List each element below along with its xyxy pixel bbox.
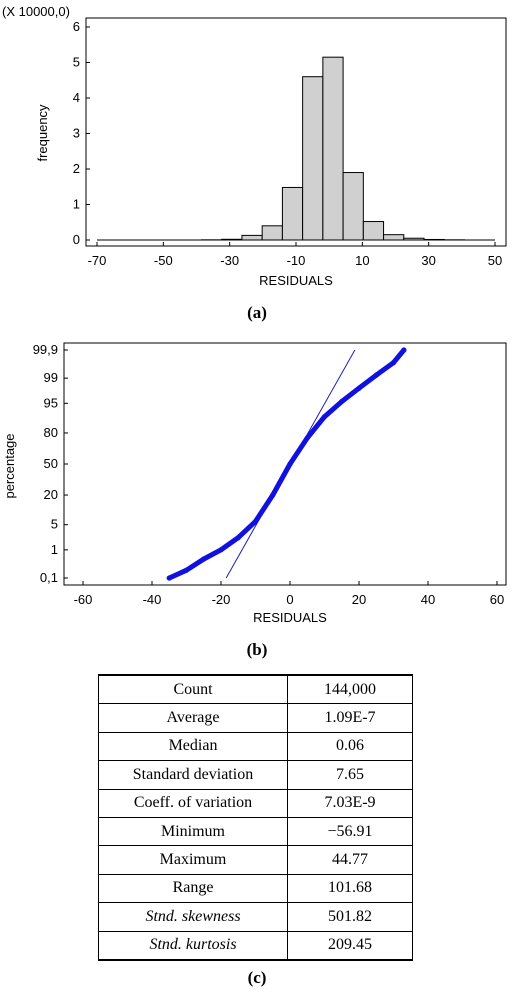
- panel-label-a: (a): [247, 303, 267, 322]
- table-row: Maximum 44.77: [98, 845, 413, 875]
- x-tick-label: 0: [286, 592, 293, 607]
- stat-name-cell: Range: [98, 873, 288, 904]
- y-axis-label: frequency: [35, 104, 50, 162]
- stat-value-cell: 44.77: [287, 845, 413, 875]
- stat-value-cell: 501.82: [287, 902, 413, 932]
- y-tick-label: 5: [73, 55, 80, 70]
- x-tick-label: -40: [143, 592, 162, 607]
- stat-value-cell: 7.03E-9: [287, 788, 413, 818]
- x-tick-label: 40: [421, 592, 435, 607]
- panel-label-b: (b): [247, 640, 268, 659]
- stat-value-cell: 1.09E-7: [287, 703, 413, 733]
- y-tick-label: 6: [73, 19, 80, 34]
- x-tick-label: -50: [154, 253, 173, 268]
- plot-frame: [63, 342, 507, 586]
- stat-name-cell: Standard deviation: [98, 760, 288, 790]
- table-row: Standard deviation 7.65: [98, 760, 413, 790]
- data-points-curve: [166, 347, 407, 581]
- y-tick-label: 80: [44, 425, 58, 440]
- y-tick-label: 99,9: [33, 342, 58, 357]
- stat-name-cell: Coeff. of variation: [98, 788, 288, 818]
- y-tick-label: 1: [51, 542, 58, 557]
- y-tick-label: 5: [51, 517, 58, 532]
- x-tick-label: 10: [355, 253, 369, 268]
- summary-statistics-table: Count 144,000 Average 1.09E-7 Median 0.06 Stan…: [98, 674, 413, 961]
- table-row: Range 101.68: [98, 873, 413, 904]
- table-row: Average 1.09E-7: [98, 703, 413, 733]
- histogram-bar: [383, 234, 405, 241]
- stat-name-cell: Stnd. skewness: [98, 902, 288, 932]
- data-point: [401, 347, 407, 353]
- data-point: [304, 435, 310, 441]
- x-tick-label: 20: [352, 592, 366, 607]
- data-point: [390, 360, 397, 366]
- x-tick-label: 30: [421, 253, 435, 268]
- multiplier-label: (X 10000,0): [2, 4, 70, 19]
- data-point: [356, 385, 362, 391]
- stat-name-cell: Count: [98, 674, 288, 705]
- table-row: Median 0.06: [98, 731, 413, 762]
- data-point: [339, 398, 345, 405]
- x-tick-label: -10: [287, 253, 306, 268]
- y-tick-label: 20: [44, 487, 58, 502]
- y-tick-label: 4: [73, 90, 80, 105]
- histogram-bar: [423, 238, 445, 241]
- x-tick-label: -30: [220, 253, 239, 268]
- stat-value-cell: 101.68: [287, 873, 413, 904]
- table-row: Count 144,000: [98, 674, 413, 705]
- x-tick-label: 60: [490, 592, 504, 607]
- y-tick-label: 3: [73, 126, 80, 141]
- histogram-bar: [221, 238, 243, 241]
- histogram-bar: [362, 221, 385, 241]
- histogram-bar: [261, 225, 283, 241]
- data-point: [252, 518, 259, 524]
- histogram-bar: [322, 56, 344, 241]
- data-point: [201, 556, 207, 562]
- y-tick-label: 50: [44, 456, 58, 471]
- histogram-bar: [241, 234, 263, 241]
- data-point: [270, 492, 276, 498]
- data-point: [321, 414, 328, 420]
- stat-value-cell: 144,000: [287, 674, 413, 705]
- histogram-bar: [342, 172, 364, 241]
- histogram-bar: [403, 237, 425, 241]
- data-point: [235, 535, 241, 541]
- y-tick-label: 2: [73, 161, 80, 176]
- y-tick-label: 1: [73, 197, 80, 212]
- panel-label-c: (c): [247, 968, 267, 987]
- data-point: [373, 372, 379, 378]
- stat-name-cell: Maximum: [98, 845, 288, 875]
- histogram-bar: [302, 76, 324, 241]
- y-tick-label: 99: [44, 370, 58, 385]
- stat-name-cell: Average: [98, 703, 288, 733]
- x-axis-label: RESIDUALS: [259, 273, 333, 288]
- table-row: Minimum −56.91: [98, 816, 413, 847]
- y-tick-label: 95: [44, 395, 58, 410]
- table-row: Coeff. of variation 7.03E-9: [98, 788, 413, 818]
- y-tick-label: 0,1: [40, 570, 58, 585]
- data-point: [218, 547, 224, 553]
- histogram-chart: (X 10000,0) frequency RESIDUALS (a) 0 1 2 3…: [2, 4, 507, 322]
- y-tick-label: 0: [73, 232, 80, 247]
- x-tick-label: -60: [74, 592, 93, 607]
- stat-value-cell: 0.06: [287, 731, 413, 762]
- x-tick-label: -20: [212, 592, 231, 607]
- probability-plot: percentage RESIDUALS (b) 0,1 1 5 20 50 80 95 99…: [2, 342, 507, 659]
- stat-name-cell: Median: [98, 731, 288, 762]
- stat-value-cell: 209.45: [287, 930, 413, 961]
- data-point: [183, 567, 190, 573]
- data-point: [287, 461, 293, 467]
- stat-name-cell: Minimum: [98, 816, 288, 847]
- table-row: Stnd. kurtosis 209.45: [98, 930, 413, 961]
- y-axis-label: percentage: [2, 433, 17, 498]
- histogram-bar: [281, 186, 304, 241]
- x-tick-label: 50: [488, 253, 502, 268]
- stat-name-cell: Stnd. kurtosis: [98, 930, 288, 961]
- stat-value-cell: 7.65: [287, 760, 413, 790]
- x-tick-label: -70: [88, 253, 107, 268]
- x-axis-label: RESIDUALS: [253, 610, 327, 625]
- data-point: [166, 575, 172, 581]
- table-row: Stnd. skewness 501.82: [98, 902, 413, 932]
- stat-value-cell: −56.91: [287, 816, 413, 847]
